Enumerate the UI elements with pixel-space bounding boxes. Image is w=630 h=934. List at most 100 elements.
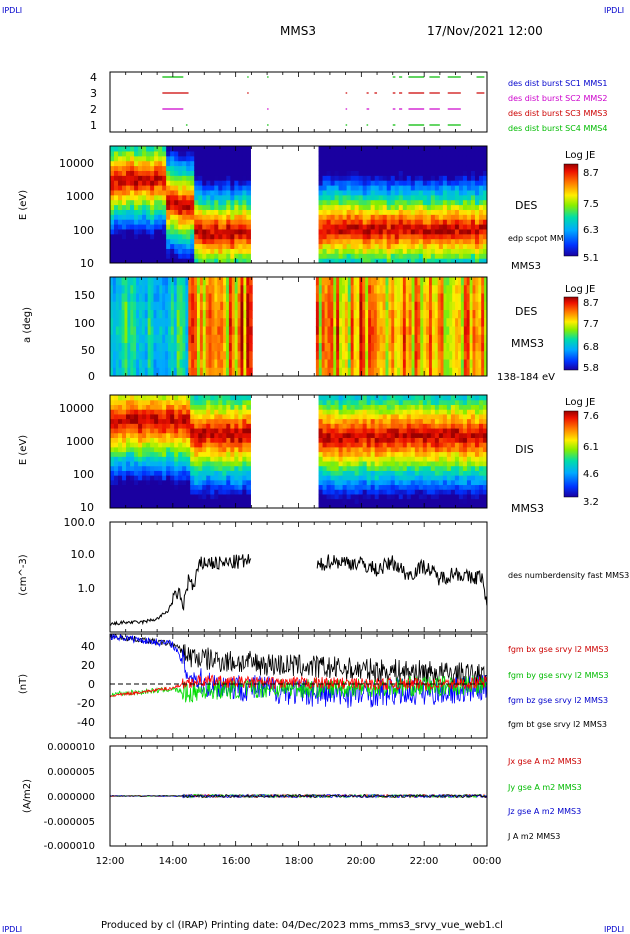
dis-energy-cell xyxy=(190,460,195,467)
dis-energy-cell xyxy=(450,451,456,457)
dis-energy-cell xyxy=(134,460,139,467)
des-energy-cell xyxy=(426,160,432,167)
dis-energy-cell xyxy=(402,413,408,420)
dis-energy-cell xyxy=(218,446,223,453)
dis-energy-cell xyxy=(346,423,352,429)
dis-energy-cell xyxy=(166,465,171,471)
des-pitch-cell xyxy=(423,301,427,311)
dis-energy-cell xyxy=(150,451,155,457)
des-energy-cell xyxy=(134,199,139,206)
des-pitch-cell xyxy=(220,367,224,376)
des-energy-cell xyxy=(334,228,340,235)
des-energy-cell xyxy=(438,160,444,167)
des-energy-cell xyxy=(430,185,436,191)
des-energy-cell xyxy=(434,185,440,191)
dis-energy-cell xyxy=(322,451,328,457)
des-energy-cell xyxy=(166,258,171,263)
des-energy-cell xyxy=(482,258,487,263)
des-pitch-cell xyxy=(344,343,349,352)
des-pitch-cell xyxy=(411,326,416,336)
des-pitch-cell xyxy=(182,343,186,352)
dis-energy-cell xyxy=(322,437,328,443)
dis-energy-cell xyxy=(442,437,448,443)
des-pitch-cell xyxy=(437,367,442,376)
dis-energy-cell xyxy=(130,451,135,457)
dis-energy-cell xyxy=(202,484,207,490)
des-pitch-cell xyxy=(443,326,447,336)
des-energy-cell xyxy=(130,175,135,181)
dis-energy-cell xyxy=(362,460,368,467)
des-energy-cell xyxy=(406,185,412,191)
des-pitch-cell xyxy=(173,334,178,344)
des-energy-cell xyxy=(426,243,432,249)
dis-energy-cell xyxy=(142,423,147,429)
dis-energy-cell xyxy=(210,484,215,490)
des-energy-cell xyxy=(322,155,328,162)
dis-energy-cell xyxy=(138,399,143,406)
dis-energy-cell xyxy=(198,465,203,471)
des-pitch-cell xyxy=(397,310,401,319)
dis-energy-cell xyxy=(182,475,187,481)
des-energy-cell xyxy=(350,194,356,201)
des-pitch-cell xyxy=(437,277,442,286)
des-pitch-cell xyxy=(452,343,456,352)
dis-energy-cell xyxy=(214,395,219,401)
des-pitch-cell xyxy=(388,318,392,328)
dis-energy-cell xyxy=(238,432,243,438)
dis-energy-cell xyxy=(430,395,436,401)
dis-energy-cell xyxy=(114,404,119,410)
des-pitch-cell xyxy=(136,334,140,344)
des-energy-cell xyxy=(470,258,476,263)
des-pitch-cell xyxy=(127,318,131,328)
des-energy-cell xyxy=(398,248,404,254)
des-energy-cell xyxy=(450,219,456,225)
des-energy-cell xyxy=(174,170,179,176)
dis-energy-cell xyxy=(242,484,247,490)
dis-energy-cell xyxy=(322,503,328,508)
dis-energy-cell xyxy=(186,460,191,467)
des-energy-cell xyxy=(462,189,468,196)
des-pitch-cell xyxy=(124,367,128,376)
des-pitch-cell xyxy=(249,277,253,286)
dis-energy-cell xyxy=(418,413,424,420)
dis-energy-cell xyxy=(378,479,384,486)
dis-energy-cell xyxy=(434,470,440,476)
dis-energy-cell xyxy=(442,427,448,434)
des-energy-cell xyxy=(234,224,239,230)
des-energy-cell xyxy=(218,204,223,210)
dis-energy-cell xyxy=(126,470,131,476)
des-energy-cell xyxy=(198,165,203,171)
des-pitch-cell xyxy=(156,334,160,344)
des-pitch-cell xyxy=(133,351,137,361)
dis-energy-cell xyxy=(434,395,440,401)
des-energy-cell xyxy=(166,224,171,230)
des-pitch-cell xyxy=(376,301,381,311)
dis-energy-cell xyxy=(330,451,336,457)
des-pitch-cell xyxy=(402,334,407,344)
des-energy-cell xyxy=(210,233,215,240)
des-energy-cell xyxy=(334,238,340,245)
des-pitch-cell xyxy=(472,326,476,336)
des-pitch-cell xyxy=(463,301,468,311)
dis-energy-cell xyxy=(418,395,424,401)
des-energy-cell xyxy=(430,228,436,235)
des-energy-cell xyxy=(174,238,179,245)
des-pitch-cell xyxy=(202,310,207,319)
des-energy-cell xyxy=(210,194,215,201)
des-energy-cell xyxy=(422,258,428,263)
dis-energy-cell xyxy=(326,427,332,434)
des-energy-cell xyxy=(466,214,472,220)
des-pitch-cell xyxy=(426,343,430,352)
dis-energy-cell xyxy=(218,465,223,471)
des-energy-cell xyxy=(174,253,179,259)
des-pitch-cell xyxy=(344,277,349,286)
dis-energy-cell xyxy=(362,442,368,448)
des-pitch-cell xyxy=(121,359,126,369)
des-pitch-cell xyxy=(234,277,239,286)
des-energy-cell xyxy=(138,180,143,186)
des-pitch-cell xyxy=(426,367,430,376)
dis-energy-cell xyxy=(410,395,416,401)
des-energy-cell xyxy=(214,219,219,225)
dis-energy-cell xyxy=(238,498,243,504)
dis-energy-cell xyxy=(354,479,360,486)
